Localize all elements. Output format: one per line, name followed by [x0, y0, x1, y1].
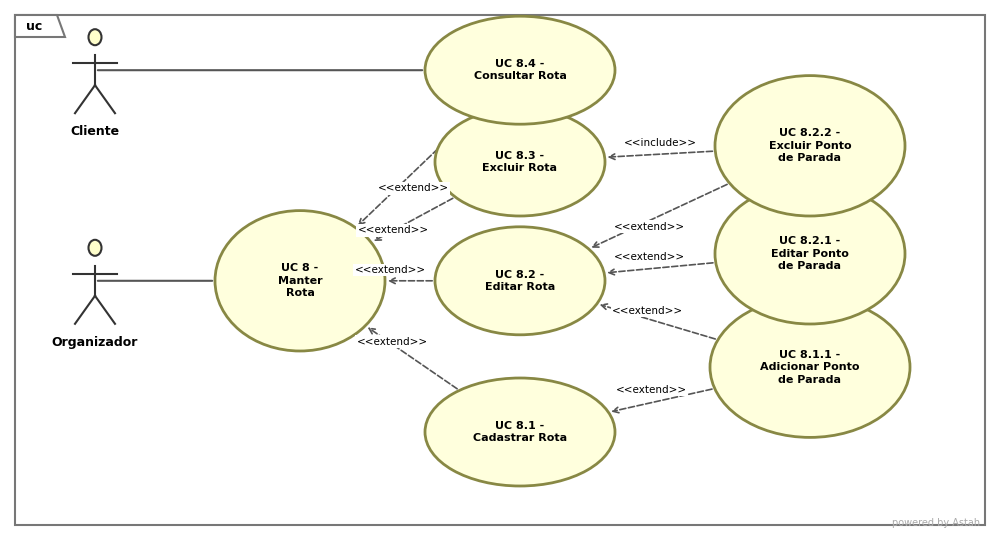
Text: <<extend>>: <<extend>>	[378, 184, 449, 193]
Ellipse shape	[425, 16, 615, 124]
Text: <<extend>>: <<extend>>	[354, 265, 426, 275]
Text: UC 8.4 -
Consultar Rota: UC 8.4 - Consultar Rota	[474, 59, 566, 82]
Ellipse shape	[215, 211, 385, 351]
Text: <<extend>>: <<extend>>	[358, 226, 429, 235]
Text: UC 8.2.1 -
Editar Ponto
de Parada: UC 8.2.1 - Editar Ponto de Parada	[771, 237, 849, 271]
Text: UC 8 -
Manter
Rota: UC 8 - Manter Rota	[278, 264, 322, 298]
Text: UC 8.1 -
Cadastrar Rota: UC 8.1 - Cadastrar Rota	[473, 421, 567, 443]
Ellipse shape	[715, 184, 905, 324]
Polygon shape	[15, 15, 65, 37]
Text: <<extend>>: <<extend>>	[357, 337, 428, 347]
Text: <<extend>>: <<extend>>	[614, 252, 685, 262]
Ellipse shape	[88, 240, 102, 256]
Ellipse shape	[435, 227, 605, 335]
Text: UC 8.2 -
Editar Rota: UC 8.2 - Editar Rota	[485, 269, 555, 292]
Ellipse shape	[425, 378, 615, 486]
Text: uc: uc	[26, 19, 42, 32]
Text: UC 8.3 -
Excluir Rota: UC 8.3 - Excluir Rota	[482, 151, 558, 173]
Text: Organizador: Organizador	[52, 336, 138, 349]
Text: powered by Astah: powered by Astah	[892, 518, 980, 528]
Text: <<extend>>: <<extend>>	[612, 306, 683, 316]
Ellipse shape	[710, 297, 910, 437]
Text: UC 8.2.2 -
Excluir Ponto
de Parada: UC 8.2.2 - Excluir Ponto de Parada	[769, 129, 851, 163]
Text: <<extend>>: <<extend>>	[614, 222, 685, 232]
Text: <<extend>>: <<extend>>	[616, 384, 687, 395]
Ellipse shape	[435, 108, 605, 216]
Ellipse shape	[715, 76, 905, 216]
Text: <<include>>: <<include>>	[623, 138, 696, 149]
FancyBboxPatch shape	[15, 15, 985, 525]
Text: Cliente: Cliente	[70, 125, 120, 138]
Text: UC 8.1.1 -
Adicionar Ponto
de Parada: UC 8.1.1 - Adicionar Ponto de Parada	[760, 350, 860, 384]
Ellipse shape	[88, 29, 102, 45]
